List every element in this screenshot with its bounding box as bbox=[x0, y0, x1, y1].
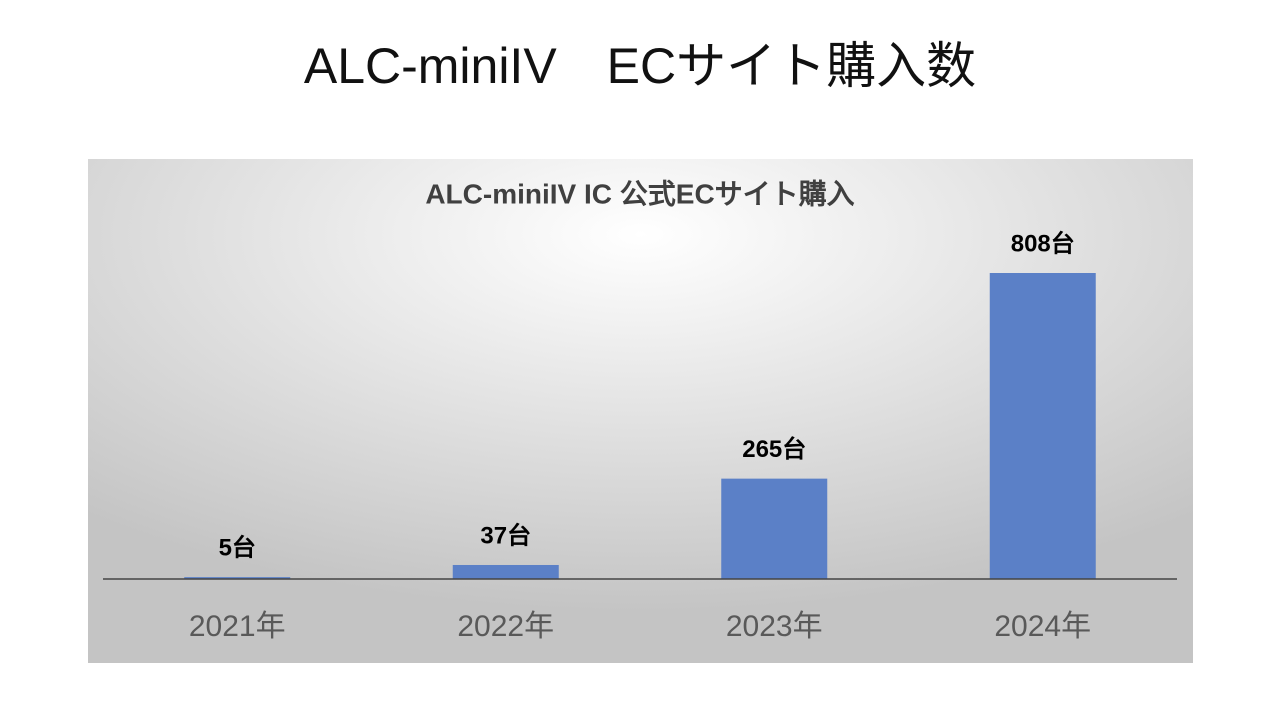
bar bbox=[184, 577, 291, 579]
value-label: 5台 bbox=[219, 533, 256, 561]
bar bbox=[452, 564, 559, 579]
plot: 5台 2021年 37台 2022年 265台 2023年 808台 2024年 bbox=[184, 229, 1096, 643]
x-tick-label: 2022年 bbox=[457, 610, 554, 643]
x-tick-label: 2023年 bbox=[726, 610, 823, 643]
chart-title: ALC-miniIV IC 公式ECサイト購入 bbox=[425, 178, 854, 209]
page-title: ALC-miniIV ECサイト購入数 bbox=[304, 38, 976, 94]
value-label: 808台 bbox=[1011, 229, 1075, 257]
bar bbox=[989, 273, 1096, 579]
value-label: 265台 bbox=[742, 435, 806, 463]
x-tick-label: 2024年 bbox=[994, 610, 1091, 643]
value-label: 37台 bbox=[480, 521, 531, 549]
x-tick-label: 2021年 bbox=[189, 610, 286, 643]
bar bbox=[721, 478, 828, 579]
